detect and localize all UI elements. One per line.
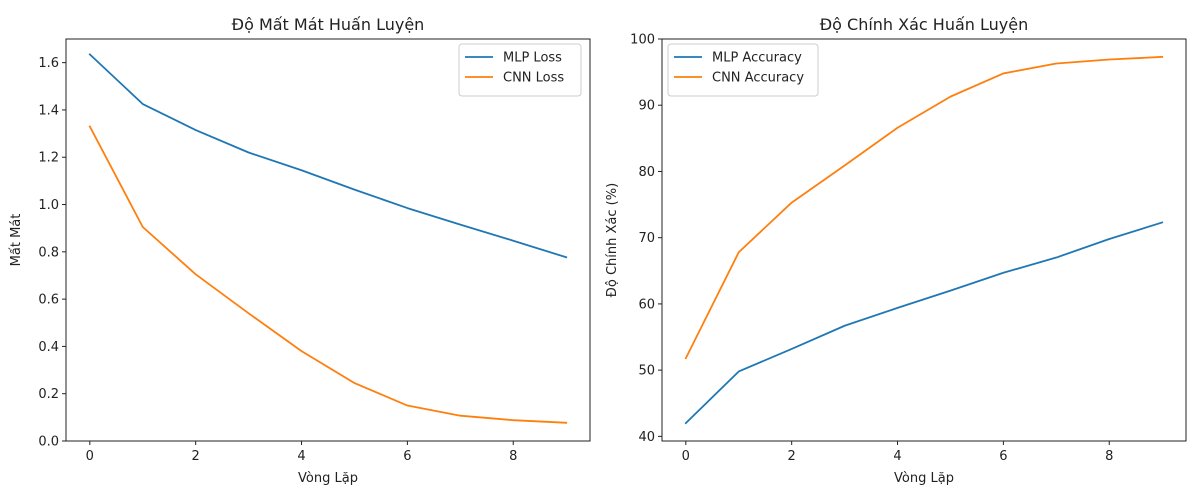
legend: MLP Loss CNN Loss <box>458 43 582 97</box>
loss-chart-panel: Độ Mất Mát Huấn Luyện 0 2 4 6 8 0.0 0.2 0.4 0.6 0.… <box>9 15 591 486</box>
y-tick-label: 90 <box>638 99 655 114</box>
y-tick-label: 40 <box>638 430 655 445</box>
x-tick-label: 4 <box>297 449 305 464</box>
series-line-mlp <box>88 53 568 259</box>
y-tick-label: 60 <box>638 297 655 312</box>
plot-frame <box>65 38 591 442</box>
plot-frame <box>661 38 1187 442</box>
x-tick-label: 8 <box>509 449 517 464</box>
y-tick-label: 50 <box>638 364 655 379</box>
x-tick-label: 2 <box>788 449 796 464</box>
legend-label: MLP Accuracy <box>712 51 802 66</box>
x-tick-label: 8 <box>1105 449 1113 464</box>
y-axis-label: Mất Mát <box>9 214 24 267</box>
y-axis-label: Độ Chính Xác (%) <box>605 183 620 297</box>
chart-title: Độ Mất Mát Huấn Luyện <box>232 15 425 34</box>
y-tick-label: 1.2 <box>38 151 59 166</box>
x-tick-label: 6 <box>403 449 411 464</box>
y-tick-label: 1.4 <box>38 103 59 118</box>
y-tick-label: 0.4 <box>38 340 59 355</box>
legend-label: MLP Loss <box>503 51 562 66</box>
legend: MLP Accuracy CNN Accuracy <box>667 43 819 97</box>
x-axis-label: Vòng Lặp <box>894 471 954 486</box>
x-tick-label: 0 <box>86 449 94 464</box>
chart-title: Độ Chính Xác Huấn Luyện <box>820 15 1028 34</box>
x-tick-label: 4 <box>893 449 901 464</box>
series-line-mlp <box>684 221 1164 425</box>
legend-label: CNN Loss <box>503 71 564 86</box>
x-axis-label: Vòng Lặp <box>298 471 358 486</box>
x-tick-label: 6 <box>999 449 1007 464</box>
y-tick-label: 0.8 <box>38 245 59 260</box>
y-tick-label: 1.6 <box>38 56 59 71</box>
x-tick-label: 0 <box>682 449 690 464</box>
y-tick-label: 80 <box>638 165 655 180</box>
series-line-cnn <box>684 55 1164 360</box>
y-tick-label: 0.0 <box>38 435 59 450</box>
y-tick-label: 70 <box>638 231 655 246</box>
y-tick-label: 1.0 <box>38 198 59 213</box>
y-tick-label: 0.2 <box>38 387 59 402</box>
series-line-cnn <box>88 125 568 424</box>
y-tick-label: 100 <box>630 33 655 48</box>
x-tick-label: 2 <box>192 449 200 464</box>
accuracy-chart-panel: Độ Chính Xác Huấn Luyện 0 2 4 6 8 40 50 60 70 80 90… <box>605 15 1187 486</box>
legend-label: CNN Accuracy <box>712 71 804 86</box>
legend-box <box>667 43 819 97</box>
y-tick-label: 0.6 <box>38 293 59 308</box>
